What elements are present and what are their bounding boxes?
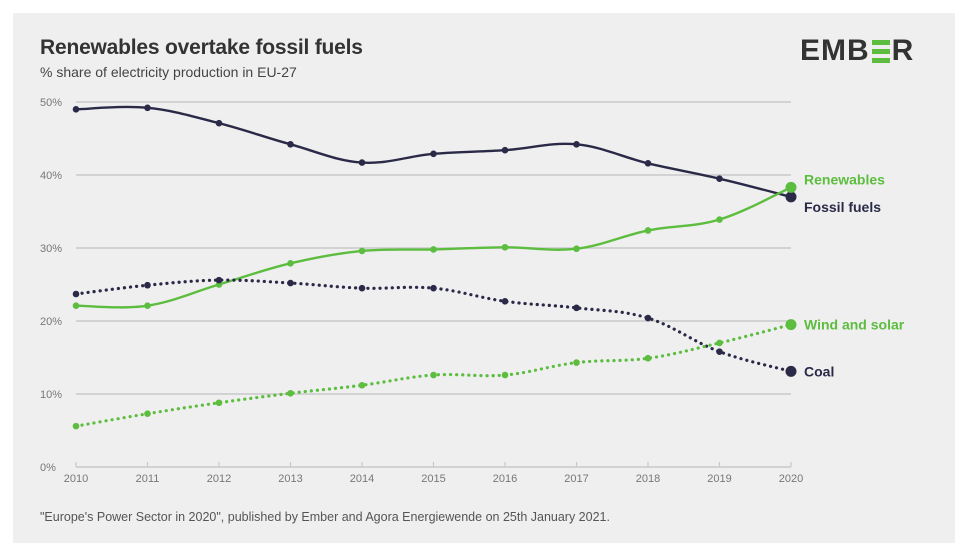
data-point-coal bbox=[72, 290, 80, 298]
series-renewables bbox=[72, 181, 797, 309]
data-point-fossil-fuels bbox=[72, 106, 80, 113]
series bbox=[72, 104, 797, 430]
data-point-fossil-fuels bbox=[287, 141, 294, 148]
data-point-coal bbox=[430, 284, 437, 292]
data-point-fossil-fuels bbox=[430, 150, 437, 158]
data-point-fossil-fuels bbox=[144, 104, 151, 112]
data-point-fossil-fuels bbox=[573, 141, 580, 148]
series-wind-and-solar bbox=[72, 319, 797, 430]
x-tick-label: 2016 bbox=[493, 473, 517, 485]
data-point-fossil-fuels bbox=[358, 159, 366, 166]
x-tick-label: 2018 bbox=[636, 473, 660, 485]
y-tick-label: 30% bbox=[40, 243, 62, 255]
data-point-wind-and-solar bbox=[716, 339, 723, 347]
y-axis: 0% 10% 20% 30% 40% 50% bbox=[40, 97, 62, 474]
series-coal bbox=[72, 276, 797, 377]
data-point-renewables bbox=[358, 247, 366, 255]
data-point-renewables bbox=[287, 260, 294, 267]
data-point-fossil-fuels bbox=[501, 146, 509, 154]
y-tick-label: 20% bbox=[40, 316, 62, 328]
data-point-wind-and-solar bbox=[215, 399, 223, 407]
y-tick-label: 50% bbox=[40, 97, 62, 109]
data-point-wind-and-solar bbox=[501, 371, 509, 379]
data-point-fossil-fuels bbox=[215, 119, 223, 127]
series-label-renewables: Renewables bbox=[804, 171, 885, 187]
data-point-coal bbox=[215, 276, 223, 284]
green-e-bars-icon bbox=[871, 39, 890, 63]
series-label-fossil-fuels: Fossil fuels bbox=[804, 199, 881, 215]
source-note: "Europe's Power Sector in 2020", publish… bbox=[40, 510, 610, 524]
series-line-coal bbox=[74, 278, 793, 373]
data-point-coal bbox=[716, 348, 723, 355]
chart-title: Renewables overtake fossil fuels bbox=[40, 36, 363, 59]
data-point-fossil-fuels bbox=[644, 160, 652, 167]
data-point-renewables bbox=[716, 216, 723, 223]
logo-text-right: R bbox=[891, 34, 915, 67]
data-point-wind-and-solar bbox=[358, 381, 366, 389]
data-point-coal bbox=[287, 279, 294, 287]
x-tick-label: 2019 bbox=[707, 473, 731, 485]
data-point-wind-and-solar bbox=[72, 422, 80, 430]
x-tick-label: 2014 bbox=[350, 473, 374, 485]
data-point-fossil-fuels bbox=[785, 191, 797, 203]
data-point-fossil-fuels bbox=[716, 175, 723, 182]
series-label-coal: Coal bbox=[804, 363, 834, 379]
ember-logo: EMB R bbox=[800, 34, 915, 67]
series-labels: Fossil fuels Renewables Coal Wind and solar bbox=[804, 171, 905, 379]
x-tick-label: 2012 bbox=[207, 473, 231, 485]
x-tick-label: 2017 bbox=[564, 473, 588, 485]
data-point-wind-and-solar bbox=[785, 319, 797, 331]
x-axis: 2010 2011 2012 2013 2014 2015 2016 2017 2018 2019… bbox=[64, 462, 803, 485]
data-point-coal bbox=[573, 304, 580, 312]
data-point-renewables bbox=[430, 246, 437, 253]
x-tick-label: 2020 bbox=[779, 473, 803, 485]
series-fossil-fuels bbox=[72, 104, 797, 203]
data-point-coal bbox=[644, 314, 652, 322]
data-point-coal bbox=[358, 284, 366, 292]
data-point-wind-and-solar bbox=[573, 359, 580, 366]
x-tick-label: 2013 bbox=[278, 473, 302, 485]
data-point-renewables bbox=[785, 181, 797, 193]
data-point-wind-and-solar bbox=[144, 410, 151, 418]
data-point-wind-and-solar bbox=[430, 371, 437, 379]
data-point-wind-and-solar bbox=[644, 354, 652, 362]
x-tick-label: 2010 bbox=[64, 473, 88, 485]
logo-text-left: EMB bbox=[800, 34, 870, 67]
x-tick-label: 2015 bbox=[421, 473, 445, 485]
data-point-renewables bbox=[501, 243, 509, 251]
data-point-coal bbox=[501, 297, 509, 305]
x-tick-label: 2011 bbox=[136, 473, 160, 485]
series-label-wind-and-solar: Wind and solar bbox=[804, 317, 905, 333]
chart-subtitle: % share of electricity production in EU-… bbox=[40, 64, 297, 80]
data-point-coal bbox=[144, 281, 151, 289]
y-tick-label: 10% bbox=[40, 389, 62, 401]
data-point-renewables bbox=[644, 227, 652, 234]
data-point-renewables bbox=[144, 302, 151, 309]
data-point-wind-and-solar bbox=[287, 389, 294, 397]
y-tick-label: 0% bbox=[40, 462, 56, 474]
data-point-coal bbox=[785, 365, 797, 377]
y-tick-label: 40% bbox=[40, 170, 62, 182]
data-point-renewables bbox=[72, 302, 80, 309]
data-point-renewables bbox=[573, 245, 580, 253]
